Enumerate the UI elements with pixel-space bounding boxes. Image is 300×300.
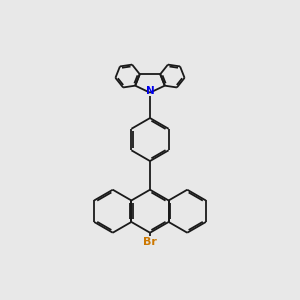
Text: N: N: [146, 86, 154, 97]
Text: Br: Br: [143, 237, 157, 247]
